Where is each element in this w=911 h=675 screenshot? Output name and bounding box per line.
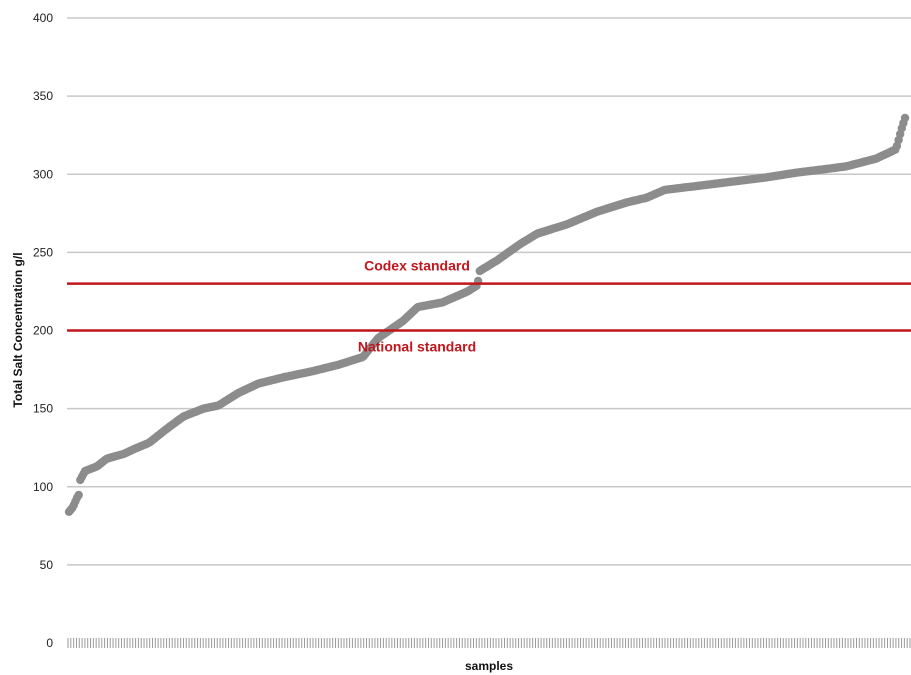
y-axis-title: Total Salt Concentration g/l [11, 252, 25, 407]
x-tick-marks [67, 638, 911, 648]
y-tick-label: 100 [33, 480, 53, 494]
data-point [900, 113, 910, 123]
y-tick-label: 150 [33, 402, 53, 416]
reference-lines: Codex standard National standard [67, 258, 911, 355]
data-series [64, 113, 910, 516]
x-axis-title: samples [465, 659, 513, 673]
y-tick-label: 300 [33, 167, 53, 181]
y-tick-label: 200 [33, 324, 53, 338]
data-point [74, 490, 83, 500]
gridlines [67, 17, 911, 566]
y-tick-label: 400 [33, 11, 53, 25]
y-tick-label: 50 [40, 558, 54, 572]
reference-line-label: National standard [358, 339, 476, 355]
y-tick-label: 250 [33, 245, 53, 259]
y-tick-label: 350 [33, 89, 53, 103]
y-tick-labels: 0 50 100 150 200 250 300 350 400 [33, 11, 53, 650]
y-tick-label: 0 [46, 636, 53, 650]
reference-line-label: Codex standard [364, 258, 470, 274]
